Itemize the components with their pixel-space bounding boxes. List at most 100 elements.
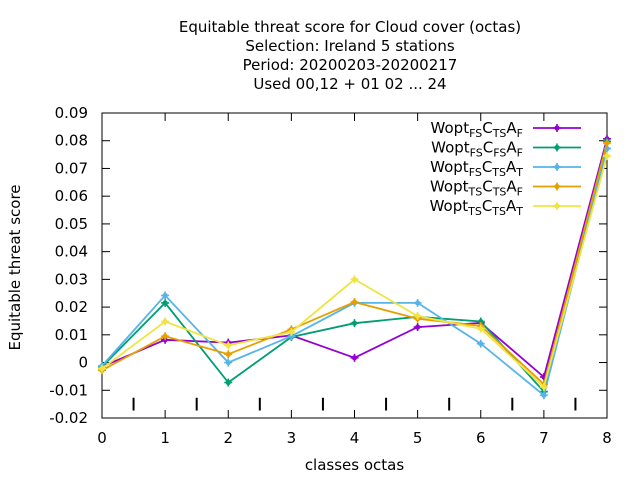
point-mark xyxy=(415,324,421,330)
legend-label-part: C xyxy=(482,178,492,196)
data-point xyxy=(350,298,359,307)
series-line xyxy=(101,155,608,389)
point-mark xyxy=(225,342,231,348)
legend-label-part: Wopt xyxy=(431,139,470,157)
point-mark xyxy=(478,318,484,325)
legend-label-part: Wopt xyxy=(430,158,469,176)
data-point xyxy=(224,378,233,387)
y-tick-label: 0.07 xyxy=(55,159,88,177)
legend-label-part: Wopt xyxy=(431,119,470,137)
legend-marker xyxy=(553,143,561,152)
x-tick-label: 4 xyxy=(350,429,360,447)
legend-label: WoptTSCTSAF xyxy=(430,178,523,199)
data-point xyxy=(98,364,106,373)
data-point xyxy=(413,311,422,320)
legend-label-part: C xyxy=(482,119,492,137)
y-tick-label: 0.08 xyxy=(55,132,88,150)
legend-label: WoptFSCTSAT xyxy=(430,158,523,179)
data-point xyxy=(224,350,233,359)
data-point xyxy=(476,339,485,348)
x-tick-label: 6 xyxy=(476,429,486,447)
point-mark xyxy=(478,341,484,347)
point-mark xyxy=(351,320,358,326)
series-layer xyxy=(98,134,611,400)
point-mark xyxy=(351,299,358,305)
point-mark xyxy=(162,292,168,299)
data-point xyxy=(350,353,359,362)
y-axis-label: Equitable threat score xyxy=(6,184,24,350)
series-line xyxy=(101,142,608,386)
legend-marker xyxy=(553,124,561,132)
legend-marker xyxy=(553,182,561,191)
y-tick-label: -0.02 xyxy=(49,409,88,427)
point-mark xyxy=(554,144,560,151)
legend-label-part: A xyxy=(506,197,517,215)
legend-label: WoptFSCTSAF xyxy=(431,119,523,140)
legend-label: WoptTSCTSAT xyxy=(430,197,524,218)
data-point xyxy=(161,317,170,326)
point-mark xyxy=(554,125,560,131)
y-tick-label: 0.03 xyxy=(55,270,88,288)
legend-label-part: TS xyxy=(467,205,482,218)
data-point xyxy=(161,298,170,307)
data-point xyxy=(413,323,422,332)
data-point xyxy=(287,328,296,337)
legend-label-part: FS xyxy=(469,127,482,140)
point-mark xyxy=(225,359,231,366)
y-tick-label: -0.01 xyxy=(49,381,88,399)
legend-marker xyxy=(553,163,561,171)
legend-label-part: FS xyxy=(470,147,483,160)
legend-label-part: A xyxy=(506,158,517,176)
data-point xyxy=(161,332,170,341)
legend-label-part: TS xyxy=(491,166,506,179)
legend-label-part: FS xyxy=(493,147,506,160)
y-tick-label: 0.09 xyxy=(55,104,88,122)
y-tick-label: 0.01 xyxy=(55,326,88,344)
legend-label-part: C xyxy=(482,197,492,215)
point-mark xyxy=(604,140,610,146)
legend-label-part: A xyxy=(506,119,517,137)
point-mark xyxy=(288,333,294,339)
x-tick-label: 7 xyxy=(539,429,549,447)
legend-label-part: A xyxy=(506,139,517,157)
x-axis-label: classes octas xyxy=(305,456,405,474)
point-mark xyxy=(225,379,231,386)
chart-title: Equitable threat score for Cloud cover (… xyxy=(179,18,521,93)
legend-label: WoptFSCFSAF xyxy=(431,139,523,160)
point-mark xyxy=(478,326,484,332)
legend-label-part: TS xyxy=(491,205,506,218)
point-mark xyxy=(351,355,358,361)
data-point xyxy=(350,319,359,328)
legend-label-part: F xyxy=(517,127,523,140)
point-mark xyxy=(162,300,168,306)
legend-entry: WoptTSCTSAF xyxy=(430,178,581,199)
title-line: Equitable threat score for Cloud cover (… xyxy=(179,18,521,36)
series-0 xyxy=(98,134,611,381)
point-mark xyxy=(162,333,168,339)
legend-label-part: A xyxy=(506,178,517,196)
axes: -0.02 -0.01 0 0.01 0.02 0.03 0.04 0.05 0.06 0.07 0… xyxy=(49,104,612,447)
legend-label-part: F xyxy=(517,186,523,199)
legend-entry: WoptTSCTSAT xyxy=(430,197,581,218)
x-tick-label: 3 xyxy=(287,429,297,447)
legend-label-part: Wopt xyxy=(430,197,469,215)
legend-label-part: FS xyxy=(469,166,482,179)
point-mark xyxy=(541,384,547,390)
title-line: Selection: Ireland 5 stations xyxy=(245,37,455,55)
point-mark xyxy=(554,164,560,170)
data-point xyxy=(224,358,233,367)
title-line: Used 00,12 + 01 02 ... 24 xyxy=(253,75,446,93)
point-mark xyxy=(415,300,421,306)
legend-label-part: Wopt xyxy=(430,178,469,196)
legend-marker xyxy=(553,202,561,210)
legend-label-part: C xyxy=(482,158,492,176)
legend-entry: WoptFSCTSAT xyxy=(430,158,581,179)
point-mark xyxy=(541,392,547,398)
data-point xyxy=(161,291,170,300)
legend-label-part: TS xyxy=(468,186,483,199)
x-tick-label: 5 xyxy=(413,429,423,447)
data-point xyxy=(413,298,422,307)
series-4 xyxy=(98,151,611,391)
x-tick-label: 0 xyxy=(97,429,107,447)
